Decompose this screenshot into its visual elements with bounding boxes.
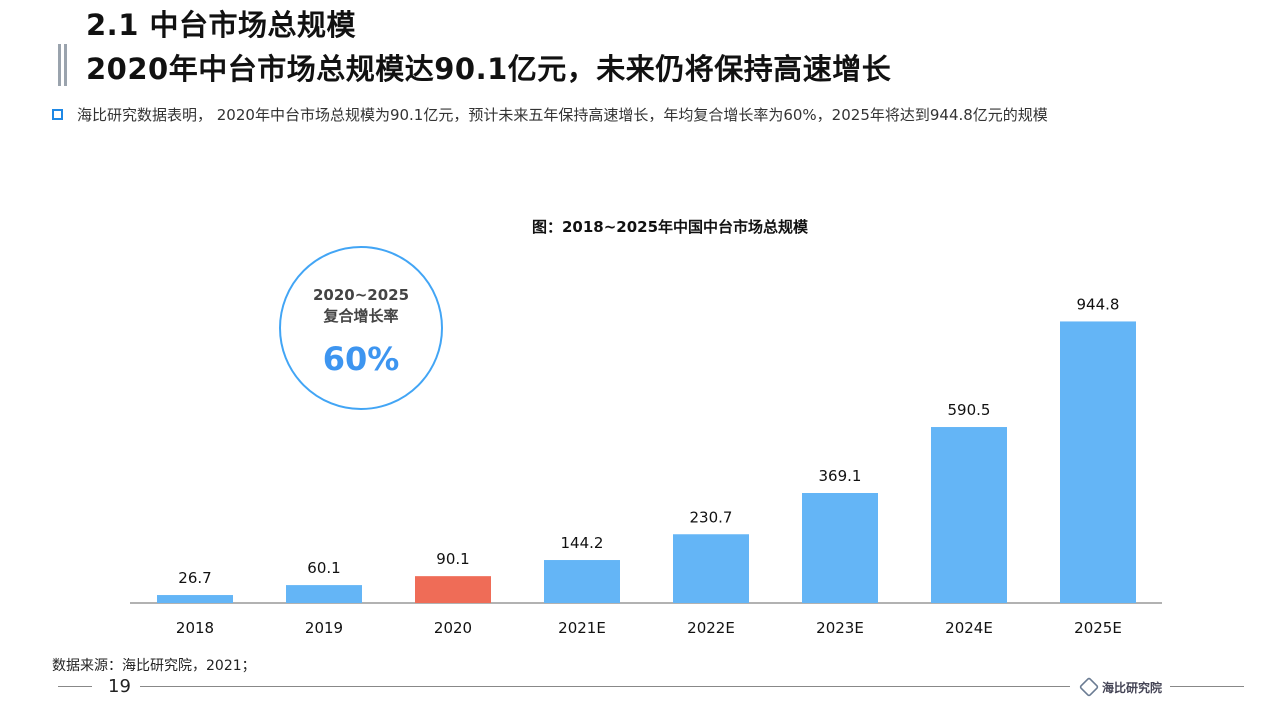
bar-2020 <box>415 576 491 603</box>
bar-2018 <box>157 595 233 603</box>
square-bullet-icon <box>52 109 63 120</box>
title-accent-bars <box>58 8 68 86</box>
page-headline: 2020年中台市场总规模达90.1亿元，未来仍将保持高速增长 <box>86 52 892 86</box>
bar-2025E <box>1060 321 1136 603</box>
footer-logo-text: 海比研究院 <box>1102 680 1163 695</box>
footer-divider-left <box>58 686 92 687</box>
x-tick-label-2019: 2019 <box>305 619 343 637</box>
summary-text: 海比研究数据表明， 2020年中台市场总规模为90.1亿元，预计未来五年保持高速… <box>52 104 1048 125</box>
data-label-2021E: 144.2 <box>561 534 604 552</box>
cagr-value: 60% <box>322 340 400 378</box>
x-tick-label-2021E: 2021E <box>558 619 606 637</box>
chart-title: 图：2018~2025年中国中台市场总规模 <box>0 216 1280 237</box>
footer-divider-right <box>1170 686 1244 687</box>
bar-2019 <box>286 585 362 603</box>
data-source-note: 数据来源：海比研究院，2021； <box>52 658 256 674</box>
x-tick-label-2020: 2020 <box>434 619 472 637</box>
data-label-2022E: 230.7 <box>690 508 733 526</box>
footer-logo: 海比研究院 <box>1078 676 1163 698</box>
x-tick-label-2023E: 2023E <box>816 619 864 637</box>
data-label-2020: 90.1 <box>436 550 469 568</box>
bar-2021E <box>544 560 620 603</box>
summary-body: 海比研究数据表明， 2020年中台市场总规模为90.1亿元，预计未来五年保持高速… <box>77 106 1048 124</box>
data-label-2023E: 369.1 <box>819 467 862 485</box>
data-label-2019: 60.1 <box>307 559 340 577</box>
cagr-label: 复合增长率 <box>323 307 399 325</box>
data-label-2018: 26.7 <box>178 569 211 587</box>
cagr-badge: 2020~2025 复合增长率 60% <box>279 246 443 410</box>
section-title: 2.1 中台市场总规模 <box>86 8 356 42</box>
data-label-2025E: 944.8 <box>1077 295 1120 313</box>
bar-2022E <box>673 534 749 603</box>
page-number: 19 <box>108 676 131 697</box>
cagr-period: 2020~2025 <box>312 286 410 304</box>
bar-2023E <box>802 493 878 603</box>
bar-2024E <box>931 427 1007 603</box>
x-tick-label-2025E: 2025E <box>1074 619 1122 637</box>
data-label-2024E: 590.5 <box>948 401 991 419</box>
chart-title-text: 图：2018~2025年中国中台市场总规模 <box>531 218 809 236</box>
footer-divider <box>140 686 1070 687</box>
x-tick-label-2022E: 2022E <box>687 619 735 637</box>
x-tick-label-2024E: 2024E <box>945 619 993 637</box>
x-tick-label-2018: 2018 <box>176 619 214 637</box>
logo-icon <box>1078 676 1100 698</box>
